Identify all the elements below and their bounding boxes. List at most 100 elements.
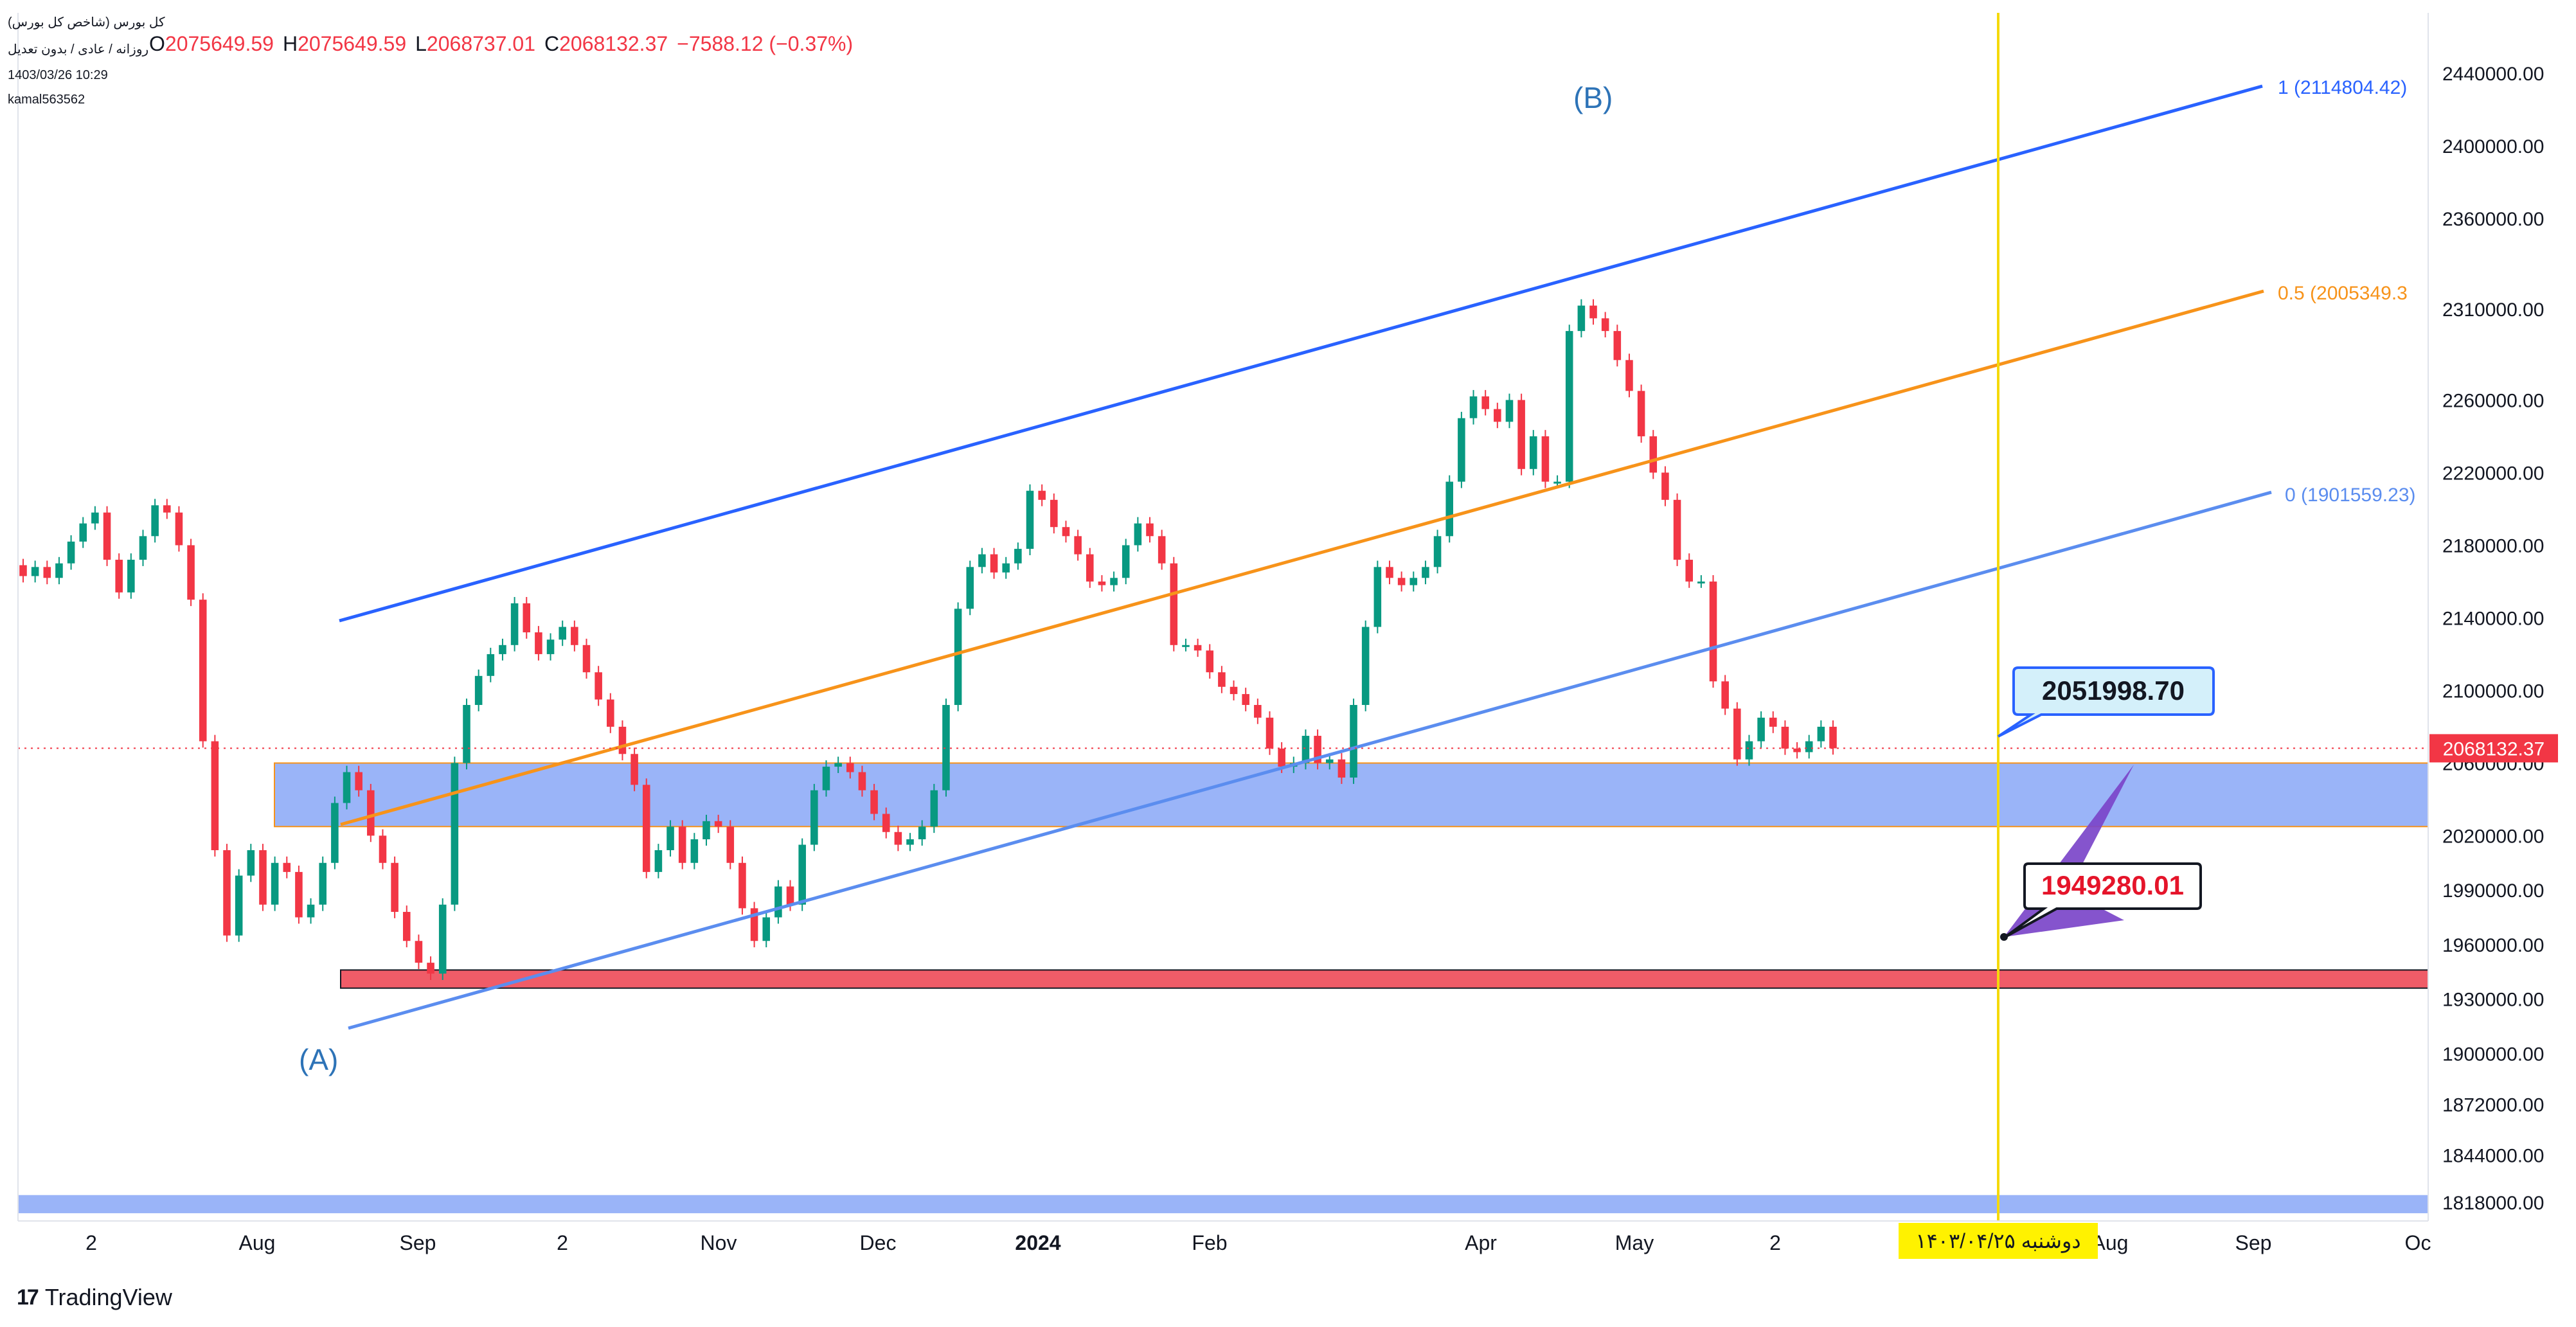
- candle: [115, 553, 123, 599]
- symbol-subtitle: روزانه / عادی / بدون تعدیل: [8, 42, 149, 57]
- arrow-anchor-dot: [2000, 933, 2008, 941]
- price-zones: [18, 762, 2429, 1213]
- candle: [1158, 530, 1166, 570]
- candles: [19, 299, 1837, 980]
- candle: [402, 905, 411, 948]
- tradingview-logo[interactable]: 17 TradingView: [17, 1284, 172, 1311]
- candle: [307, 898, 315, 924]
- candle-body: [642, 785, 650, 872]
- candle-body: [1745, 741, 1753, 760]
- candle: [1805, 735, 1813, 759]
- candle: [1517, 393, 1525, 476]
- candle-body: [31, 567, 39, 576]
- candle-body: [750, 908, 758, 941]
- candle-body: [1038, 490, 1046, 500]
- bottom-zone[interactable]: [18, 1195, 2428, 1213]
- candle: [19, 558, 27, 583]
- candle: [1314, 729, 1321, 770]
- candle: [1637, 384, 1645, 443]
- candle-body: [834, 763, 842, 767]
- channel-mid-line[interactable]: [340, 289, 2264, 826]
- candle-body: [247, 850, 255, 876]
- candle: [1026, 484, 1034, 555]
- time-axis[interactable]: 2 Aug Sep 2 Nov Dec 2024 Feb Apr May 2 Aug Sep Oc: [18, 1220, 2431, 1254]
- x-tick-label: 2: [1769, 1231, 1781, 1254]
- candle-body: [1146, 523, 1154, 537]
- candle: [1565, 325, 1573, 488]
- candle-body: [510, 603, 519, 645]
- candle-body: [1397, 578, 1406, 585]
- candle: [834, 756, 842, 773]
- timestamp: 1403/03/26 10:29: [8, 68, 108, 82]
- candle: [187, 539, 195, 607]
- channel-lower-line[interactable]: [348, 490, 2272, 1030]
- candle-body: [1793, 748, 1801, 753]
- candle: [1146, 517, 1154, 543]
- candle-body: [1026, 490, 1034, 549]
- candle-body: [966, 567, 974, 609]
- ohlc-c-label: C: [544, 32, 560, 55]
- tradingview-logo-text: TradingView: [44, 1284, 172, 1310]
- candle: [235, 869, 243, 942]
- candle: [67, 535, 75, 570]
- candle-body: [822, 767, 830, 790]
- y-tick-label: 1844000.00: [2442, 1146, 2545, 1167]
- y-tick-label: 2220000.00: [2442, 463, 2545, 484]
- candle: [1038, 484, 1046, 506]
- candle-body: [1074, 536, 1082, 555]
- x-tick-label: Sep: [2235, 1231, 2272, 1254]
- candle: [798, 838, 806, 911]
- y-tick-label: 2140000.00: [2442, 608, 2545, 629]
- candle: [1673, 493, 1681, 566]
- target-callout-2[interactable]: 1949280.01: [2004, 862, 2202, 938]
- y-tick-label: 1990000.00: [2442, 880, 2545, 902]
- candle-body: [1361, 627, 1370, 706]
- candle: [1350, 699, 1357, 784]
- candle-body: [846, 763, 854, 772]
- candle: [1793, 742, 1801, 759]
- candle-body: [1086, 554, 1094, 582]
- candle-body: [882, 814, 890, 832]
- vline-date-text: دوشنبه ۱۴۰۳/۰۴/۲۵: [1915, 1229, 2080, 1253]
- candle: [1266, 711, 1274, 755]
- candle-body: [474, 675, 483, 706]
- candle-body: [43, 567, 51, 578]
- candle: [175, 506, 183, 552]
- candle: [690, 833, 699, 869]
- candle-body: [1230, 686, 1238, 695]
- candle-body: [1002, 563, 1010, 573]
- symbol-title: کل بورس (شاخص کل بورس): [8, 15, 165, 30]
- x-tick-label: Apr: [1465, 1231, 1497, 1254]
- candle-body: [1254, 705, 1262, 718]
- candle: [1721, 675, 1729, 715]
- candle: [1206, 644, 1214, 679]
- drawings[interactable]: [18, 13, 2426, 1221]
- candle: [1481, 389, 1489, 416]
- candle-body: [1433, 536, 1442, 567]
- candle-body: [91, 512, 99, 524]
- candle: [211, 735, 219, 857]
- candle-body: [1649, 436, 1658, 473]
- candle: [1050, 493, 1058, 534]
- candle-body: [1373, 567, 1382, 627]
- price-axis[interactable]: 2440000.00 2400000.00 2360000.00 2310000.00…: [2428, 13, 2545, 1221]
- candle-body: [738, 862, 746, 909]
- candle-body: [67, 541, 75, 564]
- candle: [1781, 720, 1789, 755]
- y-tick-label: 1900000.00: [2442, 1044, 2545, 1065]
- candle: [1062, 521, 1070, 543]
- x-tick-label: Nov: [701, 1231, 737, 1254]
- candle: [559, 620, 566, 646]
- candle-body: [1637, 391, 1645, 436]
- channel-lower-label: 0 (1901559.23): [2285, 485, 2416, 506]
- ohlc-l-label: L: [415, 32, 427, 55]
- red-zone[interactable]: [340, 969, 2429, 989]
- candle-body: [1494, 409, 1501, 422]
- y-tick-label: 2440000.00: [2442, 64, 2545, 85]
- target-callout-1[interactable]: 2051998.70: [1997, 666, 2215, 738]
- x-tick-label: Feb: [1192, 1231, 1227, 1254]
- candle: [1194, 638, 1202, 657]
- channel-upper-line[interactable]: [339, 84, 2263, 623]
